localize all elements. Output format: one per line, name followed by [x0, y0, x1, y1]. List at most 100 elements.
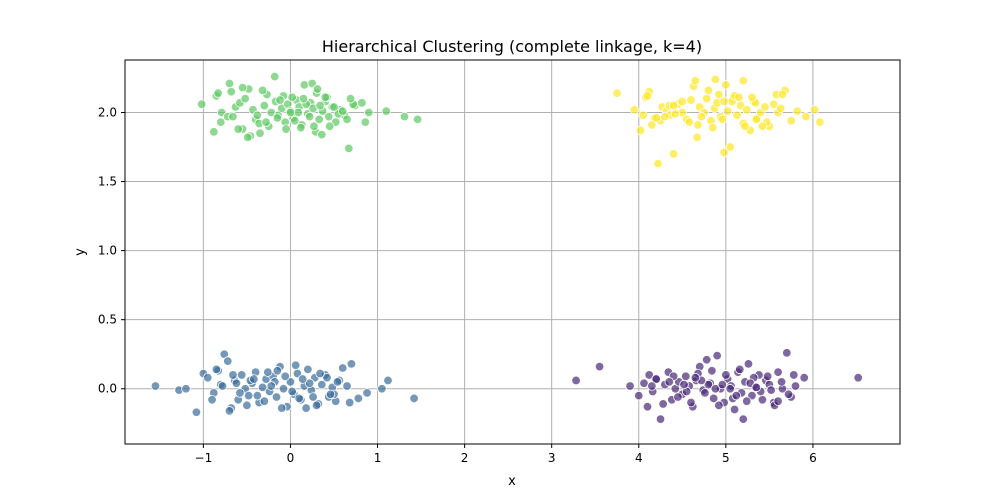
- data-point: [337, 106, 348, 116]
- data-point: [708, 393, 719, 404]
- data-point: [308, 392, 318, 402]
- data-point: [642, 402, 653, 412]
- data-point: [647, 381, 657, 391]
- data-point: [259, 396, 270, 406]
- data-point: [226, 87, 236, 97]
- data-point: [223, 356, 233, 366]
- data-point: [285, 107, 296, 118]
- data-point: [594, 361, 605, 372]
- data-point: [293, 107, 303, 118]
- data-point: [191, 407, 202, 417]
- data-point: [298, 93, 309, 104]
- data-point: [714, 89, 724, 100]
- data-point: [337, 363, 348, 373]
- data-point: [693, 120, 703, 130]
- data-point: [277, 403, 287, 413]
- data-point: [651, 374, 661, 384]
- data-point: [732, 110, 742, 120]
- cluster-0: [196, 71, 423, 154]
- data-point: [243, 390, 254, 401]
- data-point: [799, 372, 809, 383]
- data-point: [701, 355, 712, 365]
- data-point: [261, 117, 271, 127]
- data-point: [362, 388, 372, 398]
- data-point: [257, 85, 268, 96]
- data-point: [243, 132, 253, 143]
- data-point: [686, 397, 696, 408]
- data-point: [717, 114, 728, 125]
- data-point: [762, 371, 773, 382]
- data-point: [773, 396, 783, 406]
- data-point: [275, 95, 285, 105]
- data-point: [783, 389, 794, 399]
- points-layer: [150, 71, 863, 424]
- data-point: [409, 393, 419, 404]
- data-point: [290, 116, 300, 126]
- data-point: [296, 122, 306, 133]
- data-point: [287, 92, 297, 102]
- data-point: [776, 377, 787, 387]
- grid: [125, 60, 900, 444]
- plot-frame: [124, 59, 901, 445]
- data-point: [249, 374, 259, 384]
- y-tick-label: 2.0: [98, 105, 117, 119]
- data-point: [317, 129, 327, 140]
- data-point: [734, 92, 744, 102]
- data-point: [342, 381, 352, 391]
- data-point: [634, 390, 644, 401]
- data-point: [315, 100, 325, 111]
- data-point: [738, 76, 748, 86]
- data-point: [801, 111, 811, 122]
- data-point: [777, 89, 788, 100]
- data-point: [150, 381, 161, 391]
- data-point: [712, 350, 722, 361]
- data-point: [639, 378, 649, 388]
- data-point: [629, 105, 640, 115]
- data-point: [312, 84, 323, 94]
- data-point: [211, 364, 222, 375]
- data-point: [571, 375, 581, 386]
- x-tick-label: 2: [461, 451, 469, 465]
- y-tick-label: 0.5: [98, 313, 117, 327]
- data-point: [360, 117, 371, 127]
- data-point: [255, 128, 265, 138]
- data-point: [735, 364, 745, 375]
- cluster-1: [612, 74, 825, 169]
- data-point: [317, 379, 327, 390]
- data-point: [742, 105, 752, 115]
- data-point: [287, 386, 297, 397]
- data-point: [237, 82, 248, 93]
- y-tick-label: 1.5: [98, 175, 117, 189]
- data-point: [217, 381, 228, 391]
- data-point: [228, 370, 238, 380]
- data-point: [233, 124, 243, 134]
- data-point: [773, 367, 783, 377]
- data-point: [684, 117, 694, 127]
- x-tick-label: −1: [195, 451, 213, 465]
- data-point: [383, 375, 393, 386]
- data-point: [719, 147, 729, 158]
- data-point: [766, 385, 776, 395]
- data-point: [412, 114, 423, 125]
- data-point: [644, 370, 654, 380]
- data-point: [209, 127, 219, 137]
- data-point: [660, 111, 670, 122]
- data-point: [252, 390, 263, 401]
- data-point: [792, 106, 802, 116]
- data-point: [714, 400, 724, 411]
- data-point: [701, 93, 712, 104]
- data-point: [731, 390, 741, 401]
- data-point: [686, 95, 696, 105]
- data-point: [271, 392, 282, 402]
- x-tick-label: 6: [809, 451, 817, 465]
- data-point: [612, 88, 622, 98]
- data-point: [252, 110, 263, 120]
- data-point: [786, 116, 796, 126]
- data-point: [703, 379, 714, 390]
- data-point: [311, 400, 322, 411]
- data-point: [769, 99, 779, 109]
- data-point: [320, 92, 330, 102]
- data-point: [235, 388, 245, 398]
- data-point: [782, 348, 792, 358]
- data-point: [708, 122, 718, 133]
